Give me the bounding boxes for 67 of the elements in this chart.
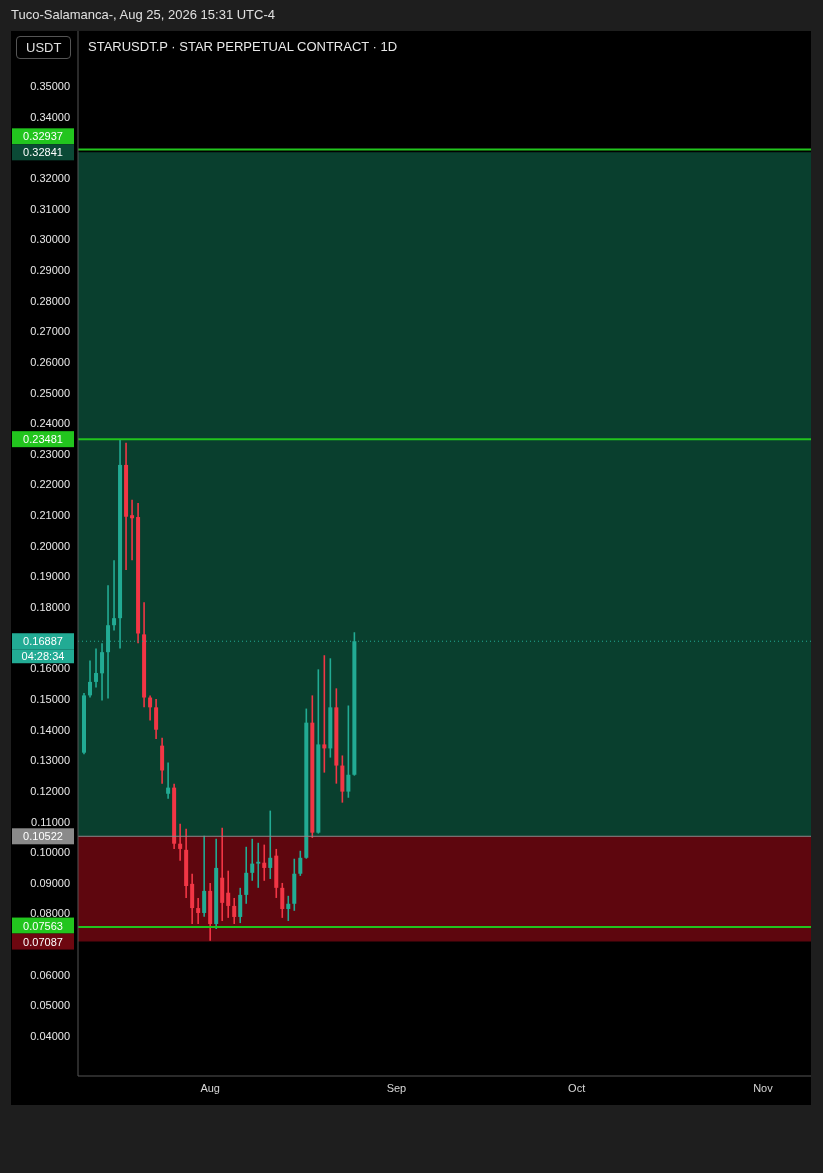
ref-line-label: 0.16887 [23, 635, 63, 648]
y-tick-label: 0.16000 [30, 662, 70, 675]
candlestick [298, 849, 303, 877]
y-tick-label: 0.15000 [30, 692, 70, 705]
candlestick [232, 897, 237, 925]
candlestick [130, 499, 135, 562]
y-tick-label: 0.18000 [30, 601, 70, 614]
text: 04:28:34 [21, 650, 65, 663]
y-tick-label: 0.26000 [30, 355, 70, 368]
y-tick-label: 0.19000 [30, 570, 70, 583]
y-tick-label: 0.05000 [30, 999, 70, 1012]
y-tick-label: 0.21000 [30, 509, 70, 522]
band-label: 0.07087 [23, 935, 63, 948]
y-tick-label: 0.12000 [30, 784, 70, 797]
y-tick-label: 0.34000 [30, 110, 70, 123]
candlestick [154, 698, 159, 740]
candlestick [148, 694, 153, 722]
ref-line-label: 0.32937 [23, 130, 63, 143]
candlestick [250, 838, 255, 882]
candlestick [238, 887, 243, 924]
candlestick [196, 897, 201, 925]
y-tick-label: 0.30000 [30, 233, 70, 246]
x-tick-label: Sep [386, 1081, 407, 1094]
y-tick-label: 0.06000 [30, 968, 70, 981]
y-tick-label: 0.35000 [30, 80, 70, 93]
y-tick-label: 0.29000 [30, 263, 70, 276]
y-tick-label: 0.23000 [30, 447, 70, 460]
band-label: 0.32841 [23, 146, 63, 159]
y-tick-label: 0.32000 [30, 172, 70, 184]
y-tick-label: 0.20000 [30, 539, 70, 552]
y-tick-label: 0.22000 [30, 478, 70, 491]
y-tick-label: 0.27000 [30, 325, 70, 338]
x-tick-label: Nov [753, 1081, 774, 1094]
candlestick [256, 841, 261, 889]
y-tick-label: 0.10000 [30, 846, 70, 859]
candlestick [268, 809, 273, 880]
x-tick-label: Aug [200, 1081, 220, 1094]
y-tick-label: 0.13000 [30, 754, 70, 767]
y-tick-label: 0.08000 [30, 907, 70, 920]
candlestick [244, 845, 249, 905]
candlestick [88, 659, 93, 699]
y-tick-label: 0.31000 [30, 202, 70, 215]
candlestick [112, 559, 117, 632]
ref-line-label: 0.07563 [23, 919, 63, 932]
candlestick [202, 834, 207, 918]
candlestick [94, 647, 99, 689]
candlestick [346, 704, 351, 799]
text: STARUSDT.P · STAR PERPETUAL CONTRACT · 1D [88, 39, 398, 54]
candlestick [262, 843, 267, 882]
y-tick-label: 0.25000 [30, 386, 70, 399]
candlestick [322, 654, 327, 774]
x-tick-label: Oct [568, 1081, 586, 1094]
y-tick-label: 0.09000 [30, 876, 70, 889]
candlestick [286, 895, 291, 922]
y-tick-label: 0.04000 [30, 1030, 70, 1043]
chart-subtitle: Tuco-Salamanca-, Aug 25, 2026 15:31 UTC-4 [11, 7, 275, 22]
ref-line-label: 0.10522 [23, 830, 63, 843]
y-tick-label: 0.24000 [30, 417, 70, 430]
candlestick [280, 882, 285, 919]
candlestick [166, 761, 171, 800]
y-tick-label: 0.14000 [30, 723, 70, 736]
ref-line-label: 0.23481 [23, 433, 63, 446]
y-tick-label: 0.28000 [30, 294, 70, 307]
y-tick-label: 0.11000 [31, 815, 70, 828]
candlestick [178, 822, 183, 862]
candlestick [226, 869, 231, 919]
y-axis-title: USDT [16, 36, 72, 59]
